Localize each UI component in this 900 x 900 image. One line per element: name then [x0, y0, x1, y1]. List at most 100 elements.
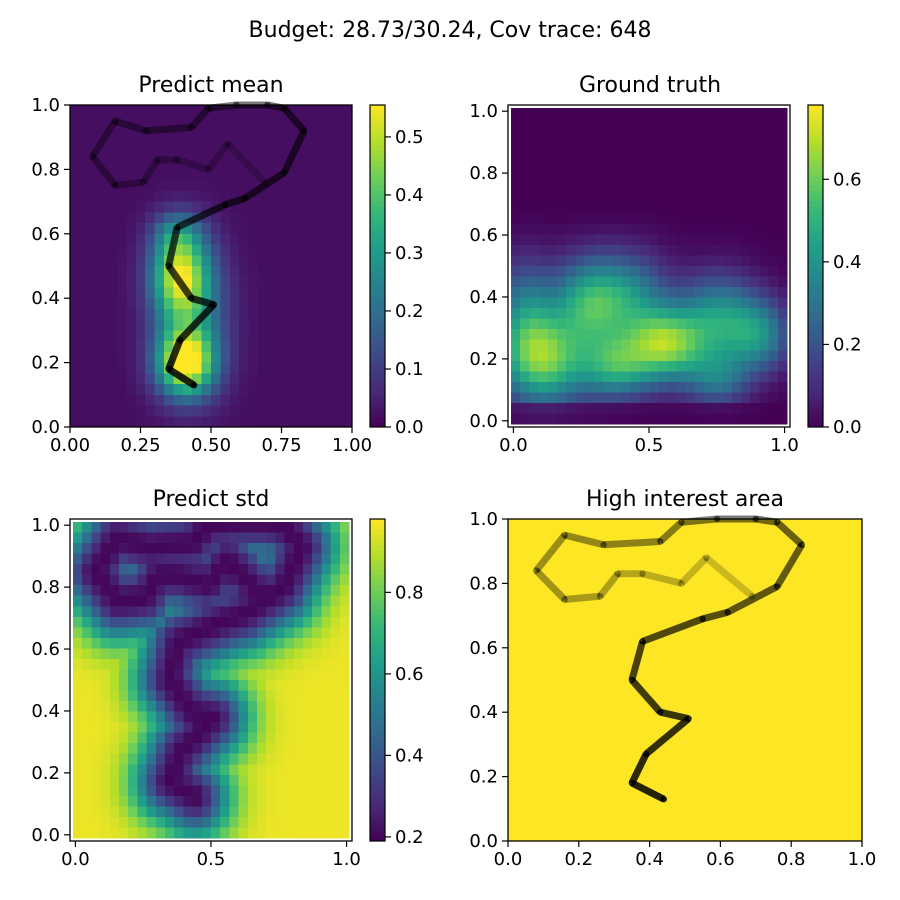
heatmap-cell [192, 362, 203, 374]
heatmap-cell [146, 606, 157, 618]
heatmap-cell [685, 139, 696, 151]
heatmap-cell [155, 711, 166, 723]
heatmap-cell [314, 362, 325, 374]
heatmap-cell [529, 160, 540, 172]
heatmap-cell [137, 722, 148, 734]
heatmap-cell [238, 522, 249, 534]
heatmap-cell [145, 158, 156, 170]
heatmap-cell [155, 648, 166, 660]
heatmap-cell [630, 266, 641, 278]
heatmap-cell [174, 637, 184, 649]
path-waypoint [281, 169, 288, 176]
x-tick-label: 0.00 [50, 435, 90, 456]
heatmap-cell [266, 827, 276, 839]
heatmap-cell [135, 137, 146, 149]
heatmap-cell [79, 180, 90, 192]
heatmap-cell [238, 774, 249, 786]
heatmap-cell [321, 595, 332, 607]
heatmap-cell [557, 108, 567, 120]
heatmap-cell [639, 171, 650, 183]
heatmap-cell [276, 137, 287, 149]
heatmap-cell [107, 115, 118, 128]
heatmap-cell [73, 637, 83, 649]
heatmap-cell [145, 373, 156, 385]
heatmap-cell [731, 160, 742, 172]
heatmap-cell [312, 764, 322, 776]
colorbar-segment [370, 810, 385, 817]
heatmap-cell [284, 711, 295, 723]
heatmap-cell [126, 362, 137, 374]
heatmap-cell [229, 169, 240, 181]
heatmap-cell [695, 287, 705, 299]
heatmap-cell [88, 212, 99, 224]
heatmap-cell [182, 244, 193, 256]
heatmap-cell [342, 126, 353, 138]
heatmap-cell [741, 171, 751, 183]
heatmap-cell [547, 108, 558, 120]
heatmap-cell [220, 806, 230, 818]
heatmap-cell [538, 318, 549, 330]
heatmap-cell [100, 637, 111, 649]
colorbar-segment [808, 301, 823, 307]
heatmap-cell [312, 680, 322, 692]
heatmap-cell [713, 244, 724, 257]
heatmap-cell [79, 244, 90, 256]
x-tick-label: 0.6 [706, 849, 735, 870]
heatmap-cell [82, 806, 92, 818]
y-tick-label: 0.6 [469, 225, 498, 246]
heatmap-cell [303, 627, 313, 639]
heatmap-cell [293, 764, 304, 776]
heatmap-cell [107, 212, 118, 224]
heatmap-cell [685, 202, 696, 214]
heatmap-cell [88, 319, 99, 331]
heatmap-cell [547, 350, 558, 362]
heatmap-cell [529, 223, 540, 235]
heatmap-cell [750, 371, 760, 383]
heatmap-cell [685, 223, 696, 235]
heatmap-cell [511, 255, 521, 267]
heatmap-cell [238, 711, 249, 723]
heatmap-cell [339, 785, 350, 797]
heatmap-cell [155, 606, 166, 618]
heatmap-cell [286, 105, 297, 117]
heatmap-cell [511, 150, 521, 162]
heatmap-cell [128, 564, 138, 576]
heatmap-cell [330, 701, 341, 713]
heatmap-cell [88, 351, 99, 364]
heatmap-cell [247, 564, 258, 576]
heatmap-cell [704, 234, 714, 246]
heatmap-cell [146, 743, 157, 755]
colorbar-tick-label: 0.4 [833, 252, 862, 273]
heatmap-cell [192, 287, 203, 299]
heatmap-cell [174, 585, 184, 597]
heatmap-cell [98, 276, 109, 289]
heatmap-cell [621, 276, 632, 288]
heatmap-cell [314, 287, 325, 299]
heatmap-cell [658, 108, 668, 120]
heatmap-cell [100, 606, 111, 618]
heatmap-cell [70, 212, 80, 224]
colorbar-segment [370, 396, 385, 403]
heatmap-cell [201, 115, 212, 128]
heatmap-cell [695, 244, 705, 257]
heatmap-cell [323, 244, 334, 256]
heatmap-cell [182, 126, 193, 138]
colorbar-segment [370, 830, 385, 837]
heatmap-cell [154, 276, 165, 289]
heatmap-cell [731, 244, 742, 257]
heatmap-cell [183, 669, 194, 681]
colorbar-segment [370, 260, 385, 267]
heatmap-cell [557, 234, 567, 246]
heatmap-cell [70, 416, 80, 428]
heatmap-cell [511, 371, 521, 383]
heatmap-cell [667, 160, 678, 172]
heatmap-cell [547, 202, 558, 214]
heatmap-cell [165, 732, 175, 744]
heatmap-cell [777, 202, 788, 214]
colorbar-segment [370, 316, 385, 322]
heatmap-cell [538, 202, 549, 214]
colorbar-segment [370, 589, 385, 596]
heatmap-cell [529, 392, 540, 404]
robot-path [533, 515, 806, 803]
colorbar-segment [808, 386, 823, 393]
